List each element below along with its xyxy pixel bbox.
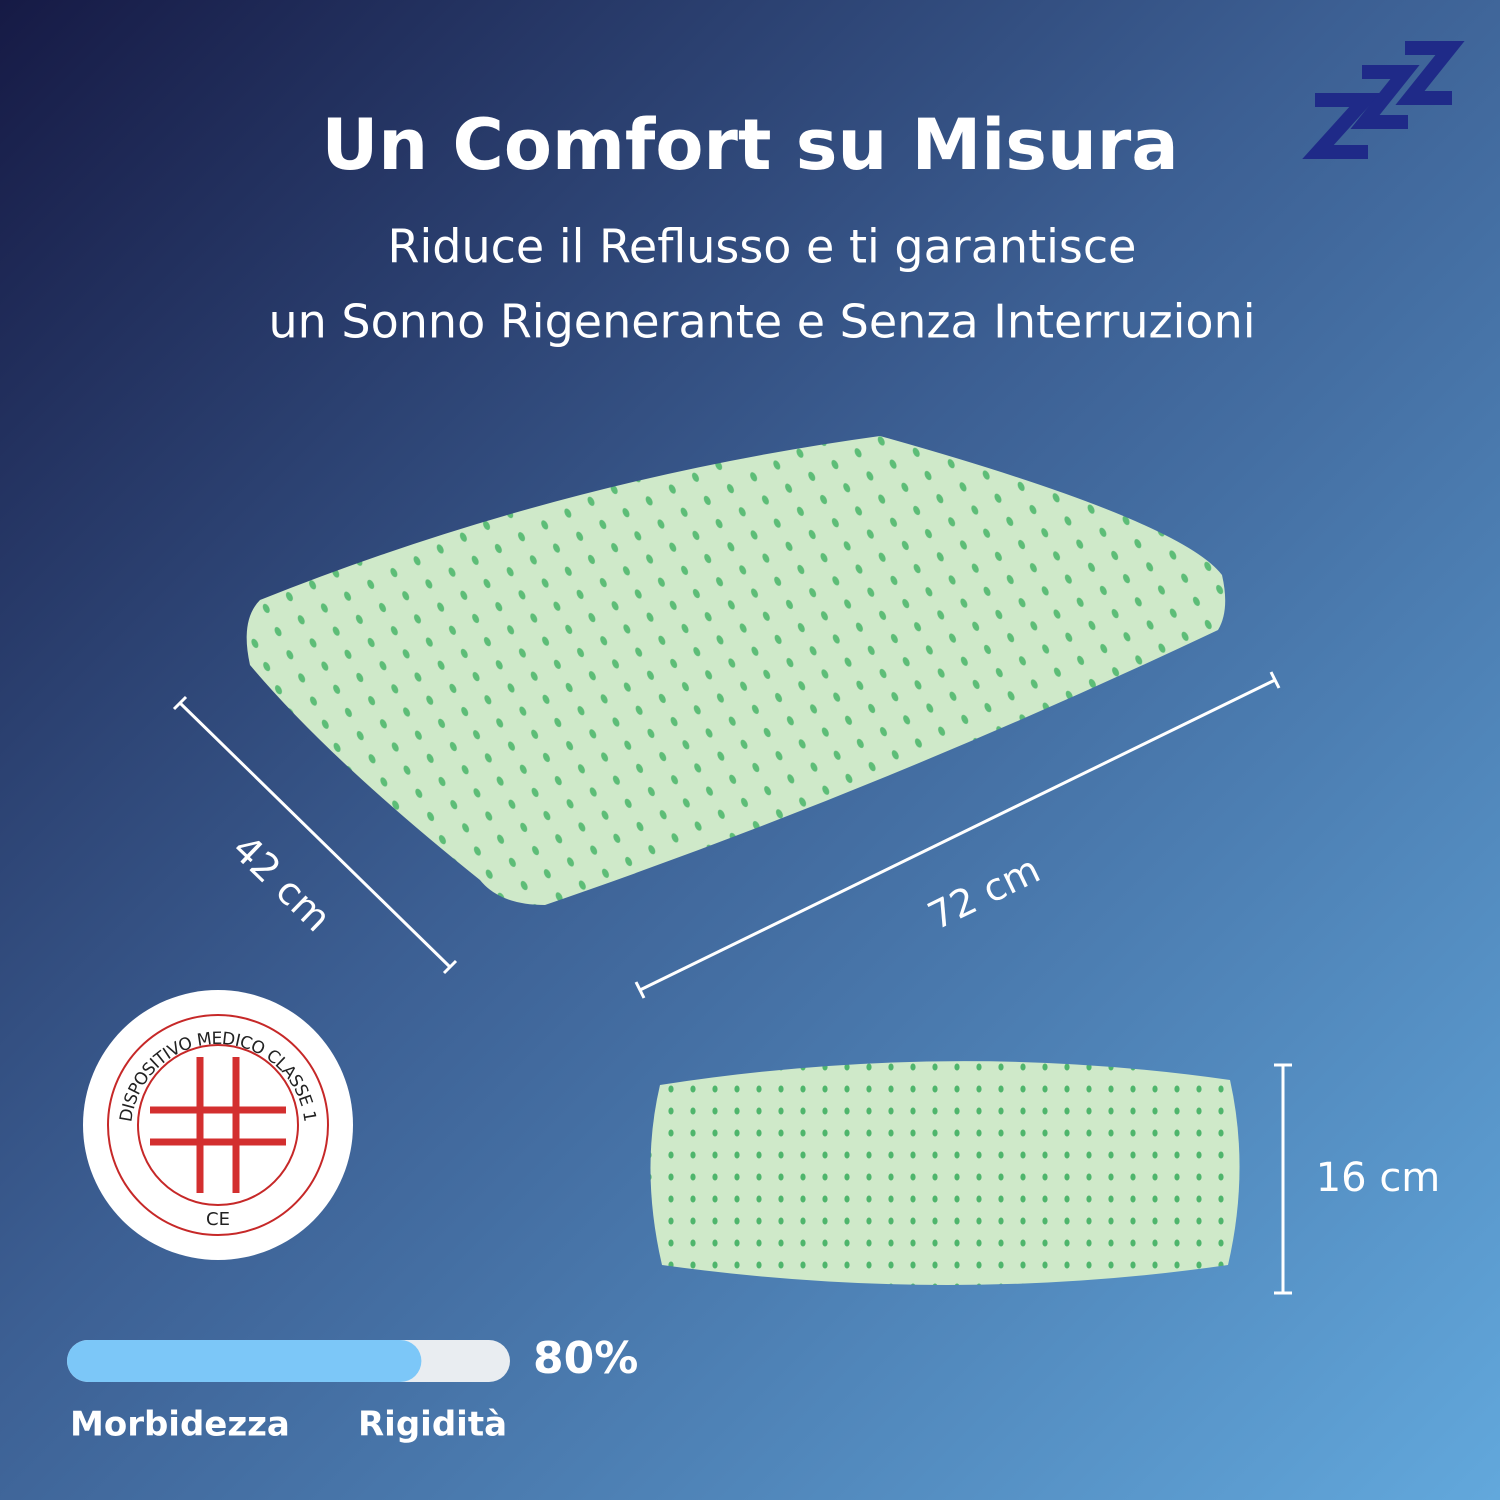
badge-mark: CE xyxy=(206,1209,230,1230)
subtitle-line: un Sonno Rigenerante e Senza Interruzion… xyxy=(268,295,1255,349)
pillow-top-view xyxy=(246,436,1226,905)
height-label: 16 cm xyxy=(1316,1155,1441,1201)
zzz-icon xyxy=(1302,41,1465,159)
pillow-side-view xyxy=(650,1061,1240,1285)
certification-badge: DISPOSITIVO MEDICO CLASSE 1 CE xyxy=(83,990,353,1260)
firmness-max-label: Rigidità xyxy=(358,1405,507,1445)
firmness-value-label: 80% xyxy=(533,1333,638,1384)
firmness-min-label: Morbidezza xyxy=(70,1405,290,1445)
subtitle-line: Riduce il Reflusso e ti garantisce xyxy=(388,220,1137,274)
title: Un Comfort su Misura xyxy=(321,104,1178,186)
dimension-lines xyxy=(172,671,1292,1295)
firmness-bar xyxy=(67,1340,422,1382)
